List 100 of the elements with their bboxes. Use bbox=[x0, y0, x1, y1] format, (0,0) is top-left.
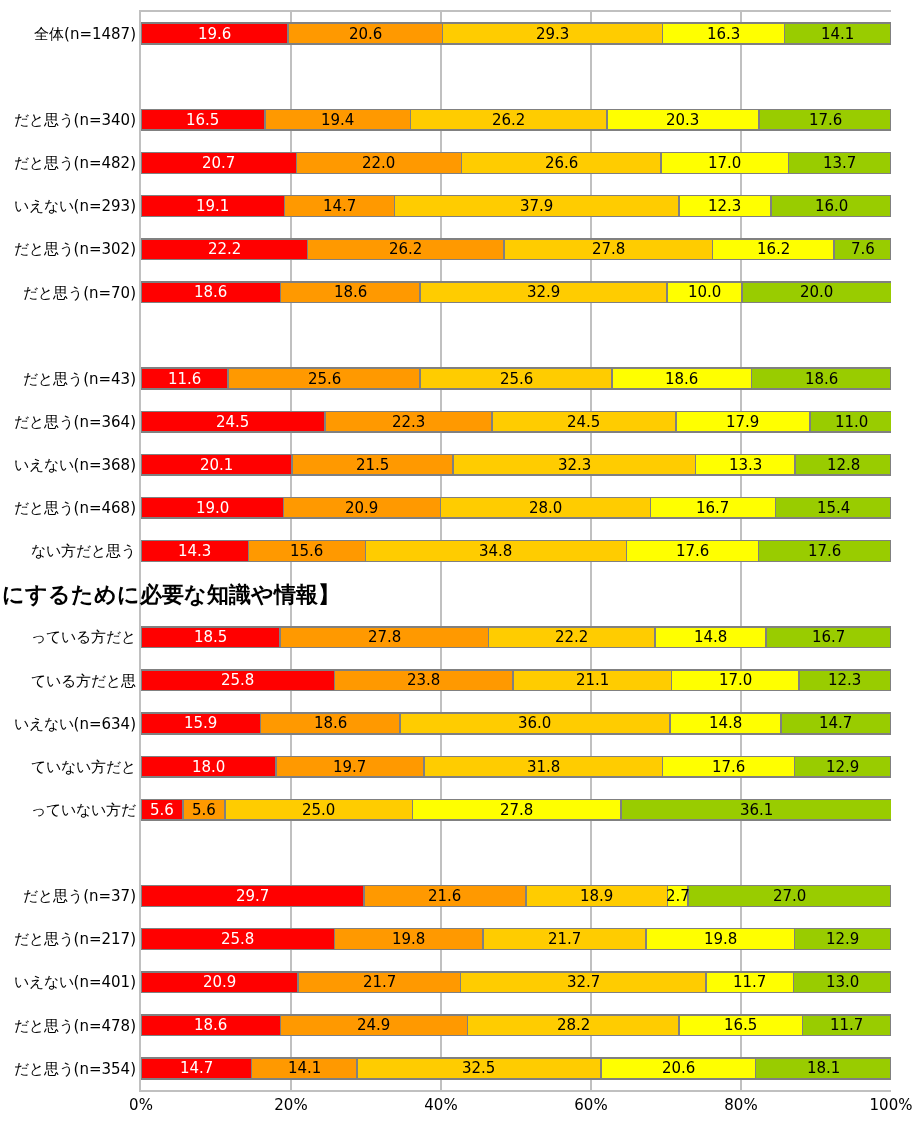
data-label: 18.6 bbox=[805, 370, 839, 388]
data-label: 21.1 bbox=[576, 671, 610, 689]
data-label: 27.0 bbox=[773, 887, 807, 905]
data-label: 14.8 bbox=[709, 714, 743, 732]
y-tick-label: いえない(n=634) bbox=[13, 714, 136, 733]
data-label: 32.3 bbox=[558, 456, 592, 474]
data-label: 20.7 bbox=[202, 154, 236, 172]
data-label: 21.7 bbox=[363, 973, 397, 991]
data-label: 16.0 bbox=[815, 197, 849, 215]
data-label: 25.6 bbox=[500, 370, 534, 388]
data-label: 13.3 bbox=[729, 456, 763, 474]
y-tick-label: いえない(n=293) bbox=[13, 197, 136, 216]
y-tick-label: ていない方だと bbox=[31, 757, 136, 776]
y-tick-label: いえない(n=368) bbox=[13, 456, 136, 475]
data-label: 5.6 bbox=[192, 801, 216, 819]
data-label: 13.0 bbox=[826, 973, 860, 991]
data-label: 17.0 bbox=[719, 671, 753, 689]
data-label: 37.9 bbox=[520, 197, 554, 215]
data-label: 19.1 bbox=[196, 197, 230, 215]
data-label: 13.7 bbox=[823, 154, 857, 172]
x-tick-label: 20% bbox=[274, 1095, 308, 1114]
data-label: 17.6 bbox=[808, 542, 842, 560]
data-label: 21.5 bbox=[356, 456, 390, 474]
data-label: 20.6 bbox=[349, 25, 383, 43]
data-label: 16.5 bbox=[186, 111, 220, 129]
data-label: 17.6 bbox=[712, 758, 746, 776]
data-label: 20.1 bbox=[200, 456, 234, 474]
data-label: 14.7 bbox=[819, 714, 853, 732]
data-label: 36.1 bbox=[740, 801, 774, 819]
data-label: 32.9 bbox=[527, 283, 561, 301]
x-tick-label: 100% bbox=[869, 1095, 913, 1114]
data-label: 17.0 bbox=[708, 154, 742, 172]
data-label: 36.0 bbox=[518, 714, 552, 732]
y-tick-label: だと思う(n=354) bbox=[13, 1059, 136, 1078]
data-label: 29.7 bbox=[236, 887, 270, 905]
data-label: 2.7 bbox=[666, 887, 690, 905]
data-label: 28.2 bbox=[557, 1016, 591, 1034]
data-label: 12.3 bbox=[708, 197, 742, 215]
data-label: 29.3 bbox=[536, 25, 570, 43]
data-label: 25.8 bbox=[221, 930, 255, 948]
y-tick-label: だと思う(n=468) bbox=[13, 499, 136, 518]
data-label: 20.9 bbox=[203, 973, 237, 991]
data-label: 19.4 bbox=[321, 111, 355, 129]
data-label: 11.7 bbox=[733, 973, 767, 991]
data-label: 11.7 bbox=[830, 1016, 864, 1034]
data-label: 14.1 bbox=[821, 25, 855, 43]
annotation: にするために必要な知識や情報】 bbox=[2, 582, 340, 607]
data-label: 14.8 bbox=[694, 628, 728, 646]
data-label: 18.6 bbox=[314, 714, 348, 732]
data-label: 20.6 bbox=[662, 1059, 696, 1077]
y-tick-label: ている方だと思 bbox=[31, 671, 136, 690]
data-label: 15.6 bbox=[290, 542, 324, 560]
data-label: 19.0 bbox=[196, 499, 230, 517]
y-tick-label: だと思う(n=217) bbox=[13, 930, 136, 949]
data-label: 17.9 bbox=[726, 413, 760, 431]
data-label: 24.5 bbox=[216, 413, 250, 431]
data-label: 16.7 bbox=[696, 499, 730, 517]
y-tick-label: だと思う(n=43) bbox=[23, 369, 136, 388]
data-label: 20.0 bbox=[800, 283, 834, 301]
data-label: 15.9 bbox=[184, 714, 218, 732]
y-tick-label: だと思う(n=340) bbox=[13, 111, 136, 130]
data-label: 34.8 bbox=[479, 542, 513, 560]
data-label: 15.4 bbox=[817, 499, 851, 517]
x-tick-label: 60% bbox=[574, 1095, 608, 1114]
data-label: 16.7 bbox=[812, 628, 846, 646]
data-label: 19.8 bbox=[392, 930, 426, 948]
data-label: 18.0 bbox=[192, 758, 226, 776]
data-label: 18.6 bbox=[194, 1016, 228, 1034]
data-label: 26.2 bbox=[492, 111, 526, 129]
data-label: 20.3 bbox=[666, 111, 700, 129]
data-label: 26.2 bbox=[389, 240, 423, 258]
data-label: 23.8 bbox=[407, 671, 441, 689]
data-label: 10.0 bbox=[688, 283, 722, 301]
data-label: 12.9 bbox=[826, 930, 860, 948]
data-label: 32.7 bbox=[567, 973, 601, 991]
data-label: 12.8 bbox=[827, 456, 861, 474]
data-label: 27.8 bbox=[500, 801, 534, 819]
data-label: 18.1 bbox=[807, 1059, 841, 1077]
y-tick-label: だと思う(n=364) bbox=[13, 412, 136, 431]
data-label: 24.9 bbox=[357, 1016, 391, 1034]
data-label: 25.8 bbox=[221, 671, 255, 689]
y-tick-label: だと思う(n=37) bbox=[23, 887, 136, 906]
data-label: 22.0 bbox=[362, 154, 396, 172]
data-label: 18.9 bbox=[580, 887, 614, 905]
data-label: 20.9 bbox=[345, 499, 379, 517]
data-label: 17.6 bbox=[676, 542, 710, 560]
data-label: 14.1 bbox=[288, 1059, 322, 1077]
data-label: 27.8 bbox=[368, 628, 402, 646]
data-label: 11.6 bbox=[168, 370, 202, 388]
data-label: 16.2 bbox=[757, 240, 791, 258]
data-label: 18.6 bbox=[665, 370, 699, 388]
y-tick-label: だと思う(n=478) bbox=[13, 1016, 136, 1035]
data-label: 25.0 bbox=[302, 801, 336, 819]
data-label: 18.5 bbox=[194, 628, 228, 646]
data-label: 22.3 bbox=[392, 413, 426, 431]
data-label: 27.8 bbox=[592, 240, 626, 258]
data-label: 12.3 bbox=[828, 671, 862, 689]
data-label: 32.5 bbox=[462, 1059, 496, 1077]
y-tick-label: っている方だと bbox=[31, 628, 136, 647]
x-tick-label: 0% bbox=[129, 1095, 153, 1114]
